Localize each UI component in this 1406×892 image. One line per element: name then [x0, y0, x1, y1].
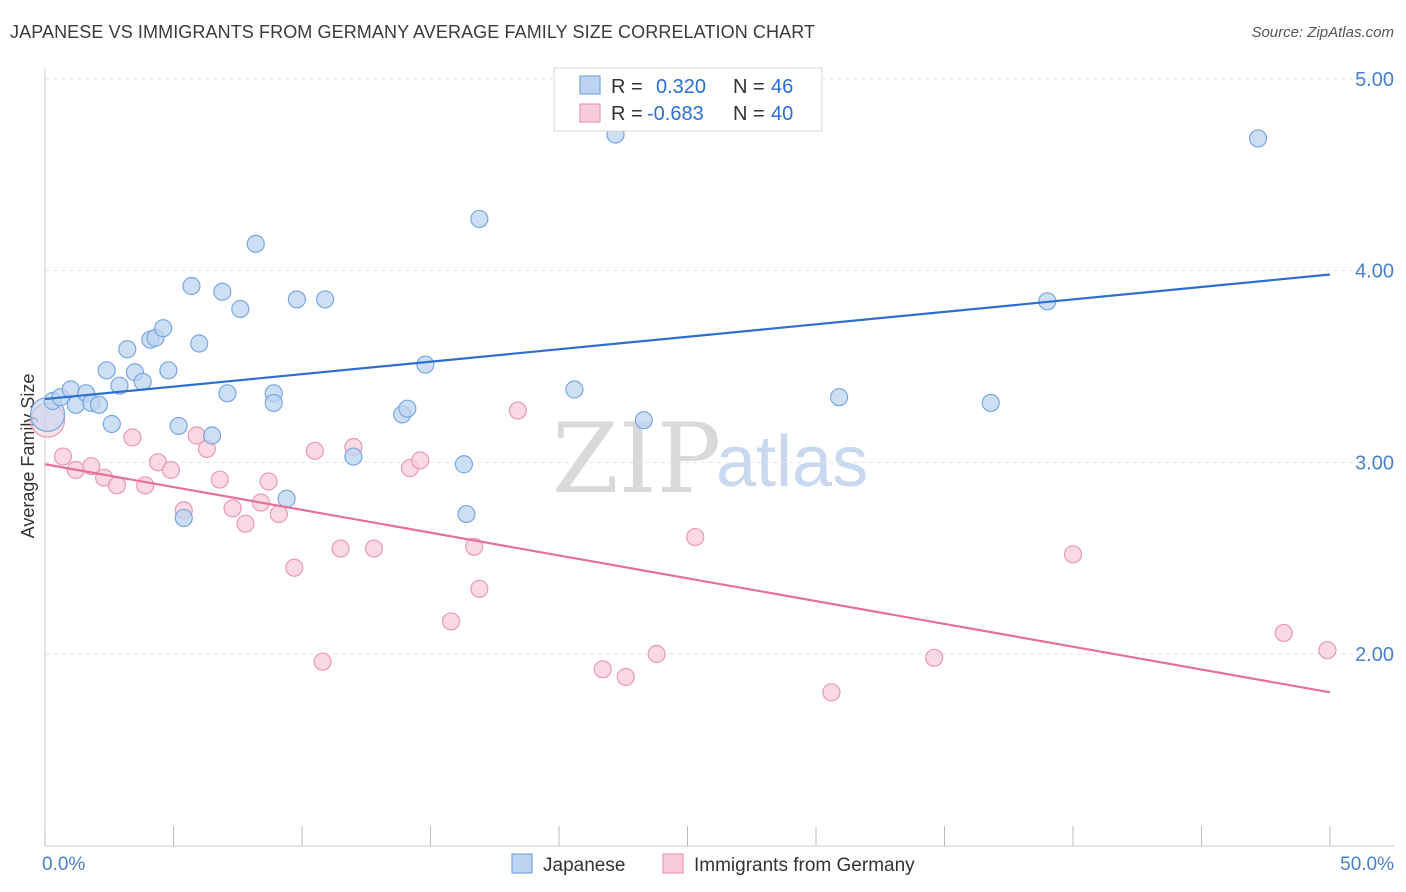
- y-tick-label: 3.00: [1355, 452, 1394, 474]
- japanese-point: [89, 395, 109, 414]
- germany-point: [465, 537, 484, 556]
- germany-point: [1318, 641, 1337, 660]
- germany-point: [593, 660, 612, 679]
- japanese-point: [830, 388, 849, 407]
- germany-point: [285, 558, 304, 577]
- trend-lines: [44, 273, 1331, 694]
- japanese-point: [110, 376, 129, 395]
- germany-point: [53, 447, 73, 466]
- japanese-point: [277, 489, 296, 508]
- y-axis-title: Average Family Size: [18, 374, 38, 539]
- legend-n-label-japanese: N =: [733, 76, 765, 98]
- germany-point: [1063, 545, 1083, 564]
- japanese-point: [634, 411, 653, 430]
- germany-point: [331, 539, 350, 558]
- y-tick-label: 4.00: [1355, 261, 1394, 283]
- germany-point: [470, 579, 489, 598]
- germany-point: [107, 476, 127, 495]
- japanese-point: [118, 340, 137, 359]
- source-label: Source: ZipAtlas.com: [1251, 24, 1394, 41]
- bottom-legend-label-japanese: Japanese: [543, 855, 625, 876]
- legend-r-value-japanese: 0.320: [656, 76, 706, 98]
- germany-point: [441, 612, 461, 631]
- germany-point: [305, 441, 324, 460]
- germany-trend-line: [44, 463, 1331, 694]
- japanese-point: [264, 393, 283, 413]
- chart-title: JAPANESE VS IMMIGRANTS FROM GERMANY AVER…: [10, 22, 816, 42]
- japanese-points: [29, 125, 1268, 528]
- germany-point: [647, 644, 666, 664]
- x-ticks: [44, 826, 1331, 846]
- japanese-point: [174, 508, 193, 528]
- legend-swatch-japanese: [579, 75, 601, 95]
- germany-point: [686, 527, 705, 547]
- japanese-point: [102, 414, 121, 434]
- japanese-point: [287, 290, 306, 309]
- japanese-trend-line: [44, 273, 1331, 401]
- germany-points: [29, 401, 1337, 702]
- germany-point: [161, 460, 181, 480]
- y-tick-label: 5.00: [1355, 69, 1394, 91]
- germany-point: [616, 667, 635, 687]
- germany-point: [508, 401, 527, 420]
- x-tick-label-max: 50.0%: [1340, 854, 1394, 875]
- germany-point: [123, 428, 142, 447]
- germany-point: [313, 652, 332, 671]
- germany-point: [223, 499, 242, 518]
- japanese-point: [159, 361, 178, 380]
- germany-point: [269, 504, 288, 524]
- japanese-point: [246, 234, 265, 253]
- germany-point: [259, 472, 278, 491]
- germany-point: [411, 451, 430, 470]
- japanese-point: [133, 372, 152, 391]
- axes: [44, 68, 1394, 847]
- japanese-point: [344, 447, 363, 466]
- legend-r-label-germany: R =: [611, 103, 643, 125]
- y-tick-labels: 2.00 3.00 4.00 5.00: [1355, 69, 1394, 666]
- japanese-point: [231, 299, 250, 319]
- germany-point: [136, 476, 155, 495]
- germany-point: [82, 457, 101, 476]
- japanese-point: [213, 282, 232, 301]
- japanese-point: [97, 361, 116, 380]
- legend-n-value-japanese: 46: [771, 76, 793, 98]
- bottom-legend-swatch-japanese: [511, 853, 533, 874]
- japanese-point: [981, 393, 1000, 413]
- japanese-point: [565, 380, 584, 399]
- grid: [45, 78, 1394, 655]
- japanese-point: [470, 209, 489, 229]
- germany-point: [925, 648, 944, 667]
- germany-point: [822, 683, 841, 702]
- japanese-point: [316, 290, 335, 309]
- japanese-point: [398, 399, 417, 418]
- germany-point: [364, 539, 384, 558]
- japanese-point: [1248, 129, 1268, 148]
- watermark: ZIP atlas: [552, 403, 868, 515]
- japanese-point: [454, 455, 474, 474]
- japanese-point: [190, 334, 209, 353]
- japanese-point: [169, 416, 188, 436]
- bottom-legend-swatch-germany: [662, 853, 684, 874]
- x-tick-label-min: 0.0%: [42, 854, 85, 875]
- japanese-point: [182, 276, 201, 296]
- japanese-point: [457, 504, 476, 524]
- legend-r-value-germany: -0.683: [647, 103, 704, 125]
- legend-bottom: Japanese Immigrants from Germany: [511, 853, 915, 876]
- germany-point: [210, 470, 229, 489]
- japanese-point: [154, 319, 173, 338]
- japanese-point: [202, 426, 222, 445]
- legend-n-label-germany: N =: [733, 103, 765, 125]
- legend-top: R = 0.320 N = 46 R = -0.683 N = 40: [553, 67, 823, 132]
- legend-n-value-germany: 40: [771, 103, 793, 125]
- legend-r-label-japanese: R =: [611, 76, 643, 98]
- legend-swatch-germany: [579, 103, 601, 123]
- japanese-point: [218, 384, 237, 403]
- germany-point: [236, 514, 255, 533]
- bottom-legend-label-germany: Immigrants from Germany: [694, 855, 915, 876]
- germany-point: [1274, 623, 1293, 643]
- y-tick-label: 2.00: [1355, 644, 1394, 666]
- japanese-point: [416, 355, 435, 374]
